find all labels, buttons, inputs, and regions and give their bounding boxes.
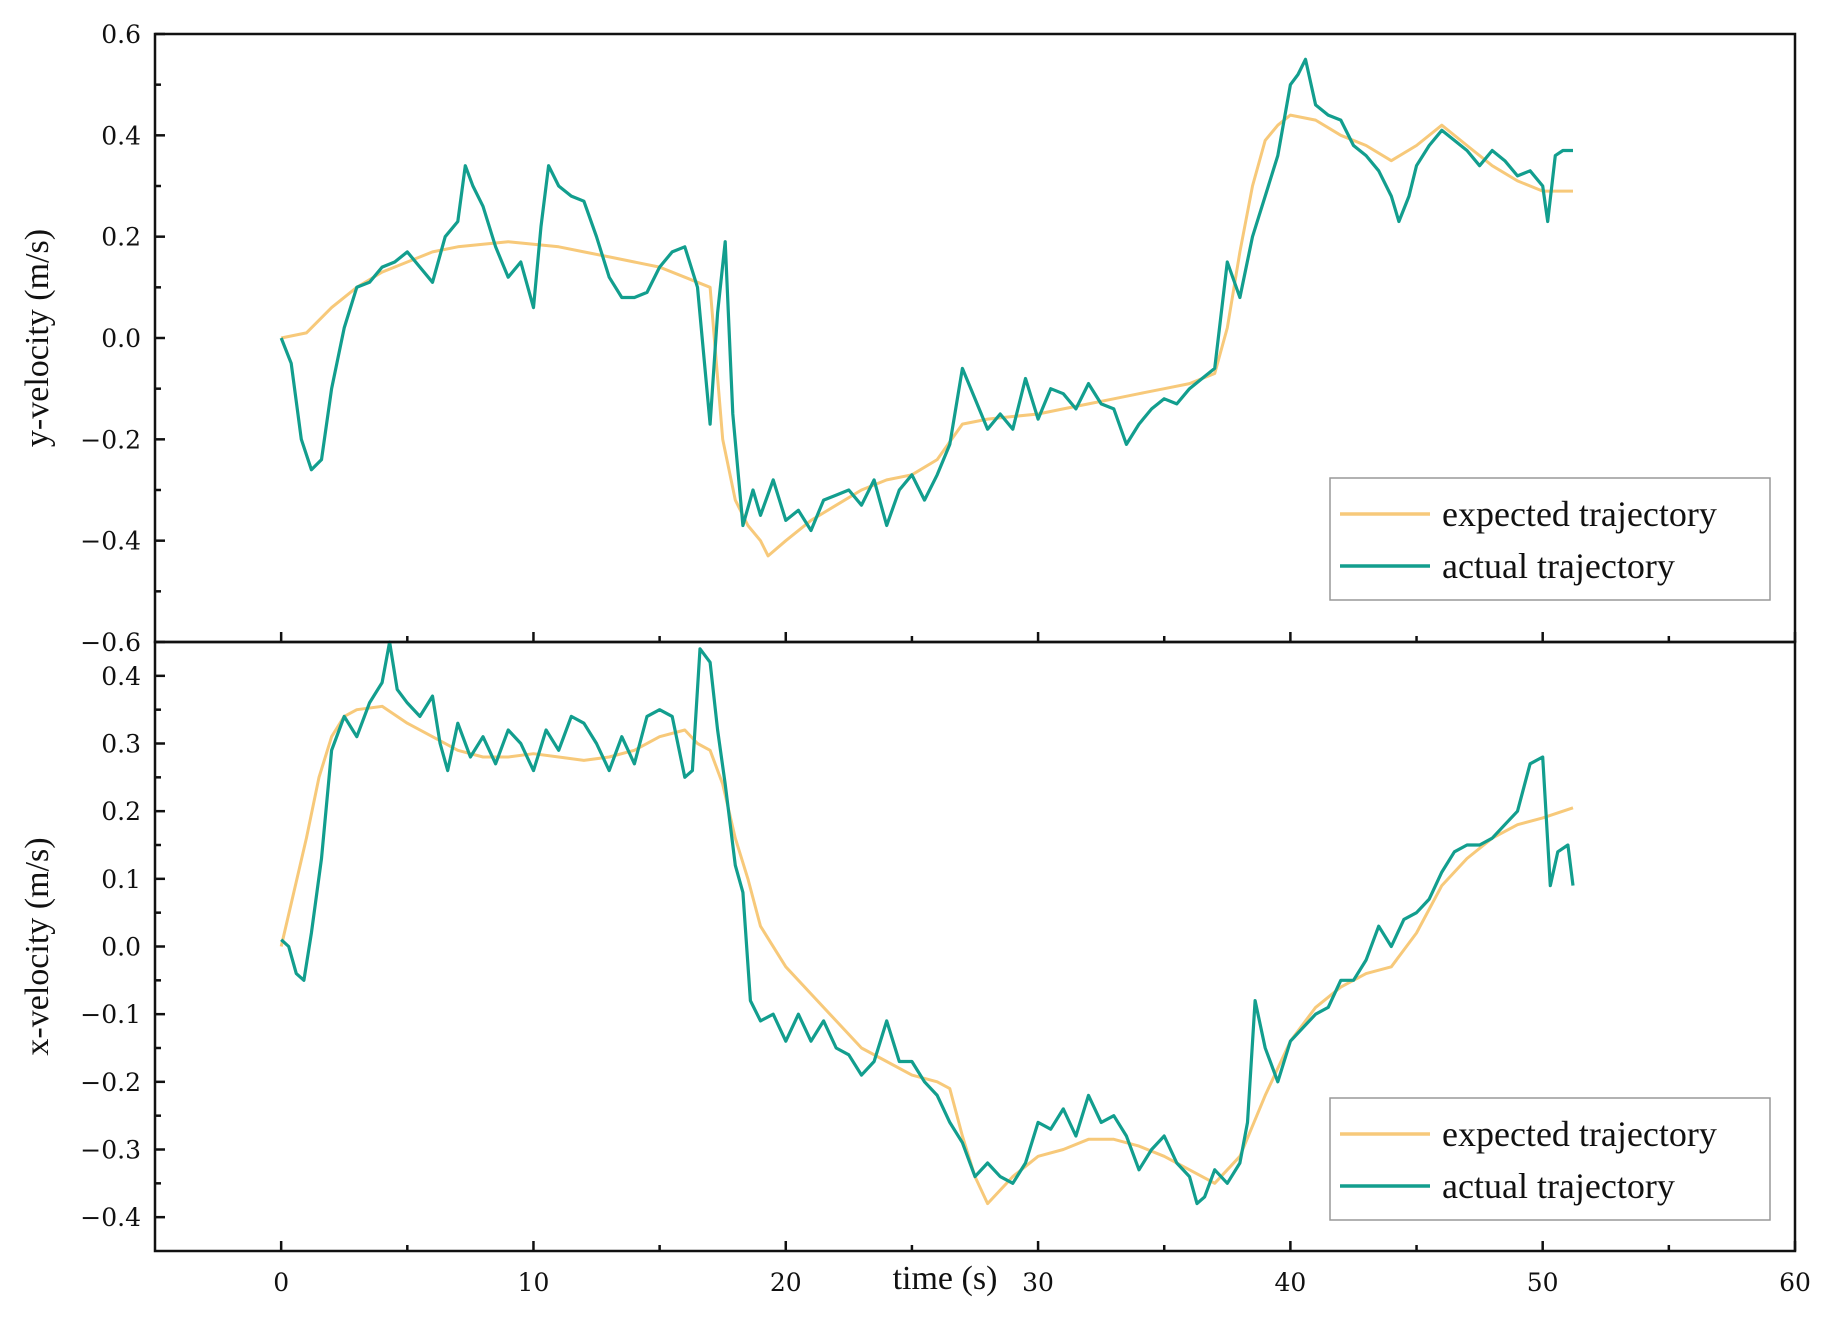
legend-label: expected trajectory bbox=[1442, 1114, 1717, 1154]
x-tick-label: 10 bbox=[518, 1268, 550, 1297]
legend-box bbox=[1329, 1097, 1771, 1221]
y-axis-title: x-velocity (m/s) bbox=[19, 837, 56, 1055]
chart-panel-1: −0.6 −0.4 −0.2 0.0 0.2 0.4 0.6 y-velocity (m/s)… bbox=[19, 20, 1797, 657]
series-line-expected-trajectory bbox=[280, 113, 1573, 558]
series-line-actual-trajectory bbox=[280, 640, 1575, 1206]
y-axis-title: y-velocity (m/s) bbox=[19, 229, 56, 447]
x-tick-label: 20 bbox=[770, 1268, 802, 1297]
y-tick-label: −0.2 bbox=[80, 425, 141, 454]
y-tick-label: −0.3 bbox=[80, 1136, 141, 1165]
legend-label: expected trajectory bbox=[1442, 494, 1717, 534]
y-tick-label: 0.1 bbox=[101, 865, 141, 894]
legend-label: actual trajectory bbox=[1442, 546, 1675, 586]
legend-label: actual trajectory bbox=[1442, 1166, 1675, 1206]
legend-box bbox=[1329, 477, 1771, 601]
series-line-actual-trajectory bbox=[279, 57, 1573, 533]
x-tick-label: 40 bbox=[1274, 1268, 1306, 1297]
x-tick-label: 30 bbox=[1022, 1268, 1054, 1297]
series-line-expected-trajectory bbox=[279, 704, 1574, 1206]
y-tick-label: −0.1 bbox=[80, 1000, 141, 1029]
x-tick-label: 0 bbox=[273, 1268, 289, 1297]
x-axis-title: time (s) bbox=[893, 1260, 998, 1297]
y-tick-label: 0.2 bbox=[101, 223, 141, 252]
y-tick-label: 0.0 bbox=[101, 933, 141, 962]
y-tick-label: 0.4 bbox=[101, 121, 141, 150]
y-tick-label: 0.0 bbox=[101, 324, 141, 353]
y-tick-label: −0.4 bbox=[80, 527, 141, 556]
y-tick-label: −0.6 bbox=[80, 628, 141, 657]
y-tick-label: 0.2 bbox=[101, 797, 141, 826]
x-tick-label: 50 bbox=[1527, 1268, 1559, 1297]
y-tick-label: 0.4 bbox=[101, 662, 141, 691]
chart-panel-2: −0.4 −0.3 −0.2 −0.1 0.0 0.1 0.2 0.3 0.4 x-velocit… bbox=[19, 640, 1811, 1297]
y-tick-label: −0.4 bbox=[80, 1203, 141, 1232]
y-tick-label: −0.2 bbox=[80, 1068, 141, 1097]
y-tick-label: 0.3 bbox=[101, 730, 141, 759]
x-tick-label: 60 bbox=[1779, 1268, 1811, 1297]
y-tick-label: 0.6 bbox=[101, 20, 141, 49]
